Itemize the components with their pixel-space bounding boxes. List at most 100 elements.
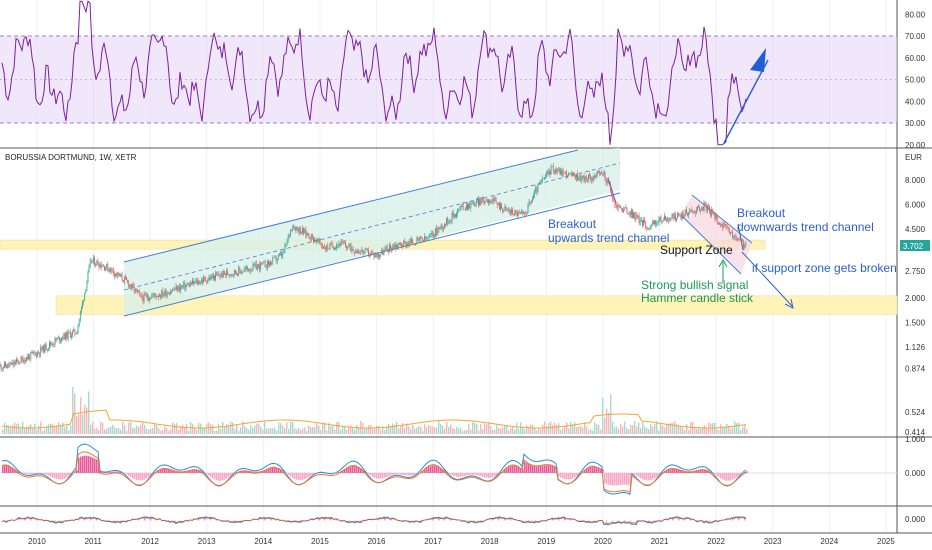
price-candle: [105, 266, 106, 272]
price-candle: [602, 172, 604, 177]
price-candle: [316, 237, 318, 245]
candle-body: [700, 209, 702, 212]
candle-body: [440, 225, 442, 227]
macd-histogram-bar: [654, 473, 656, 479]
volume-bar: [396, 422, 398, 434]
price-candle: [623, 206, 625, 214]
candle-body: [702, 207, 704, 211]
price-candle: [488, 199, 489, 206]
candle-body: [606, 180, 608, 183]
price-candle: [139, 289, 141, 297]
candle-body: [111, 268, 113, 270]
candle-body: [346, 245, 347, 249]
candle-body: [391, 247, 392, 250]
price-candle: [186, 281, 188, 287]
volume-bar: [320, 429, 322, 434]
macd-histogram-bar: [220, 473, 222, 481]
price-candle: [310, 233, 312, 242]
lower-histogram-bar: [18, 517, 20, 521]
candle-body: [46, 349, 48, 351]
candle-body: [434, 235, 435, 237]
candle-body: [467, 204, 468, 210]
volume-bar: [62, 422, 64, 434]
price-candle: [381, 248, 383, 255]
price-candle: [622, 208, 623, 213]
candle-body: [546, 171, 548, 175]
volume-bar: [570, 422, 572, 434]
price-candle: [730, 231, 731, 236]
price-candle: [601, 170, 603, 175]
price-candle: [315, 239, 317, 243]
candle-body: [668, 217, 670, 221]
volume-bar: [128, 422, 130, 434]
candle-body: [53, 344, 55, 346]
volume-bar: [670, 422, 672, 434]
candle-body: [132, 283, 134, 287]
candle-body: [745, 241, 747, 246]
macd-histogram-bar: [606, 473, 608, 485]
volume-bar: [4, 422, 6, 434]
macd-pane: [0, 443, 897, 496]
candle-body: [23, 359, 25, 363]
candle-body: [676, 218, 677, 221]
volume-bar: [382, 426, 384, 434]
price-candle: [112, 267, 114, 277]
candle-body: [714, 214, 716, 219]
macd-histogram-bar: [178, 471, 180, 473]
macd-histogram-bar: [450, 473, 452, 475]
price-candle: [688, 212, 689, 219]
macd-histogram-bar: [126, 473, 128, 475]
candle-body: [430, 233, 432, 235]
lower-histogram-bar: [192, 520, 194, 521]
price-candle: [396, 243, 398, 250]
price-candle: [147, 292, 148, 302]
price-candle: [733, 235, 735, 240]
macd-histogram-bar: [714, 473, 716, 475]
volume-bar: [430, 425, 432, 434]
candle-body: [408, 240, 410, 246]
candle-body: [580, 175, 582, 182]
volume-bar: [44, 429, 46, 434]
volume-bar: [378, 426, 380, 434]
candle-body: [439, 226, 441, 230]
candle-body: [162, 290, 164, 296]
volume-bar: [698, 426, 700, 434]
price-candle: [662, 217, 664, 222]
price-candle: [154, 292, 156, 299]
volume-bar: [200, 423, 202, 434]
price-candle: [539, 179, 541, 185]
candle-body: [185, 285, 187, 289]
candle-body: [659, 217, 661, 220]
volume-bar: [272, 428, 274, 434]
price-candle: [611, 189, 612, 198]
price-candle: [680, 212, 682, 220]
candle-body: [508, 210, 510, 213]
macd-histogram-bar: [562, 473, 564, 479]
price-candle: [732, 228, 733, 240]
price-candle: [412, 238, 413, 244]
macd-histogram-bar: [476, 473, 478, 476]
candle-body: [656, 223, 658, 225]
macd-histogram-bar: [510, 465, 512, 473]
candle-body: [405, 241, 407, 247]
macd-histogram-bar: [472, 473, 474, 475]
price-candle: [480, 197, 482, 206]
candle-body: [360, 251, 362, 254]
macd-histogram-bar: [618, 473, 620, 486]
candle-body: [8, 363, 10, 367]
volume-bar: [258, 423, 260, 434]
volume-bar: [252, 427, 254, 434]
price-candle: [251, 268, 253, 273]
price-candle: [409, 237, 411, 245]
price-candle: [35, 351, 37, 359]
candle-body: [717, 223, 719, 225]
macd-histogram-bar: [548, 465, 550, 473]
candle-body: [494, 198, 496, 200]
price-candle: [294, 225, 296, 231]
price-candle: [574, 174, 576, 180]
candle-body: [450, 220, 452, 221]
candle-body: [221, 272, 223, 278]
volume-bar: [222, 421, 224, 434]
candle-body: [451, 212, 453, 221]
